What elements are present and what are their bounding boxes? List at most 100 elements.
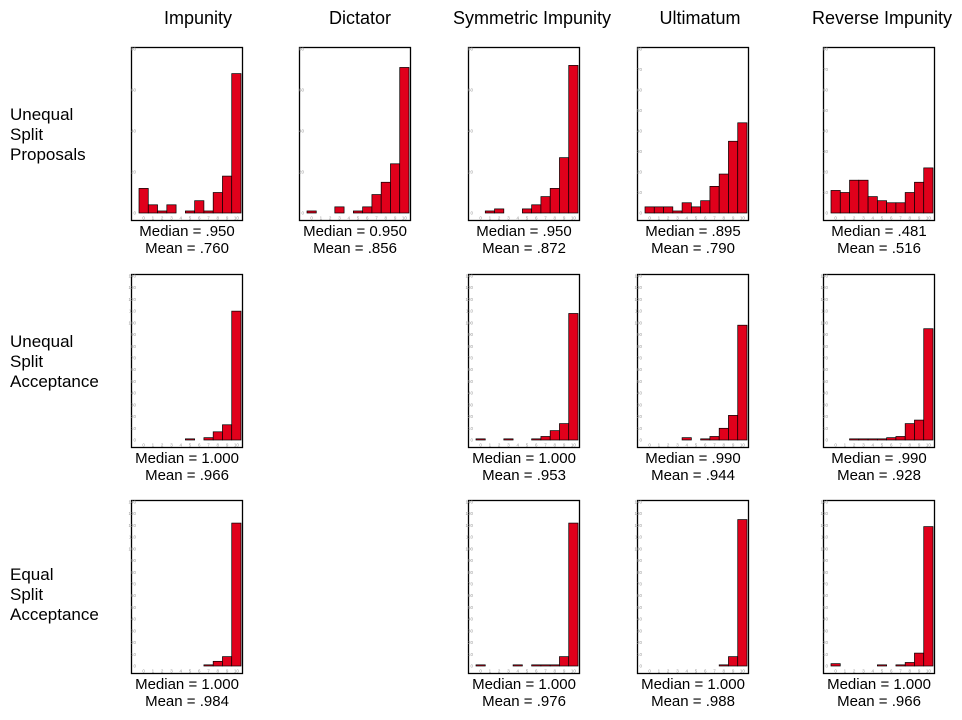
row-label-line: Split bbox=[10, 585, 44, 604]
y-tick-label: 20 bbox=[468, 414, 474, 419]
mean-label: Mean = .790 bbox=[651, 240, 735, 257]
y-tick-label: 30 bbox=[131, 402, 137, 407]
panel-stats: Median = .950 Mean = .760 bbox=[107, 223, 267, 257]
histogram-bar bbox=[904, 662, 915, 667]
histogram-bar bbox=[914, 419, 925, 441]
plot-frame bbox=[822, 499, 936, 675]
x-tick-label: 1 bbox=[152, 669, 155, 674]
x-tick-label: 2 bbox=[853, 443, 856, 448]
y-tick-label: 20 bbox=[823, 640, 829, 645]
y-tick-label: 0 bbox=[639, 438, 642, 443]
histogram-panel: 0 10 20 30 40 50 60 70 80 90 100 110 120 130 140 0 1 2 3 4 5… bbox=[820, 499, 936, 675]
y-tick-label: 70 bbox=[637, 356, 643, 361]
y-tick-label: 70 bbox=[637, 67, 643, 72]
y-tick-label: 70 bbox=[468, 356, 474, 361]
x-tick-label: 7 bbox=[207, 669, 210, 674]
x-tick-label: 7 bbox=[899, 669, 902, 674]
x-tick-label: 3 bbox=[862, 443, 865, 448]
y-tick-label: 0 bbox=[470, 664, 473, 669]
y-tick-label: 40 bbox=[131, 617, 137, 622]
row-label-0: Unequal Split Proposals bbox=[10, 105, 86, 165]
y-tick-label: 10 bbox=[131, 652, 137, 657]
panel-stats: Median = 1.000 Mean = .953 bbox=[444, 450, 604, 484]
histogram-bar bbox=[540, 196, 551, 214]
plot-frame bbox=[636, 46, 750, 222]
y-tick-label: 20 bbox=[131, 640, 137, 645]
y-tick-label: 130 bbox=[820, 511, 828, 516]
y-tick-label: 20 bbox=[299, 170, 305, 175]
y-tick-label: 10 bbox=[823, 652, 829, 657]
x-tick-label: 4 bbox=[347, 216, 350, 221]
y-tick-label: 60 bbox=[637, 367, 643, 372]
mean-label: Mean = .966 bbox=[837, 693, 921, 710]
x-tick-label: 0 bbox=[142, 216, 145, 221]
histogram-bar bbox=[494, 208, 505, 214]
histogram-bar bbox=[380, 181, 391, 214]
y-tick-label: 100 bbox=[820, 320, 828, 325]
y-tick-label: 80 bbox=[637, 344, 643, 349]
median-label: Median = 0.950 bbox=[303, 223, 407, 240]
mean-label: Mean = .760 bbox=[145, 240, 229, 257]
x-tick-label: 1 bbox=[658, 669, 661, 674]
row-label-2: Equal Split Acceptance bbox=[10, 565, 99, 625]
x-tick-label: 4 bbox=[179, 443, 182, 448]
histogram-bar bbox=[399, 67, 410, 214]
y-tick-label: 50 bbox=[468, 379, 474, 384]
x-tick-label: 5 bbox=[189, 669, 192, 674]
y-tick-label: 20 bbox=[637, 414, 643, 419]
y-tick-label: 120 bbox=[465, 523, 473, 528]
histogram-bar bbox=[691, 206, 701, 214]
x-tick-label: 9 bbox=[918, 443, 921, 448]
histogram-bar bbox=[849, 438, 860, 441]
x-tick-label: 7 bbox=[713, 216, 716, 221]
y-tick-label: 130 bbox=[634, 511, 642, 516]
x-tick-label: 9 bbox=[732, 216, 735, 221]
x-tick-label: 3 bbox=[507, 216, 510, 221]
histogram-bar bbox=[362, 206, 373, 214]
x-tick-label: 1 bbox=[320, 216, 323, 221]
y-tick-label: 70 bbox=[637, 582, 643, 587]
y-tick-label: 20 bbox=[637, 640, 643, 645]
y-tick-label: 70 bbox=[131, 582, 137, 587]
mean-label: Mean = .988 bbox=[651, 693, 735, 710]
y-tick-label: 140 bbox=[465, 274, 473, 279]
x-tick-label: 8 bbox=[723, 216, 726, 221]
y-tick-label: 50 bbox=[637, 108, 643, 113]
histogram-bar bbox=[858, 179, 869, 214]
x-tick-label: 5 bbox=[881, 669, 884, 674]
histogram-bar bbox=[568, 522, 579, 667]
histogram-bar bbox=[867, 438, 878, 441]
histogram-bar bbox=[512, 664, 523, 667]
histogram-bar bbox=[203, 210, 214, 214]
histogram-bar bbox=[531, 438, 542, 441]
y-tick-label: 70 bbox=[468, 582, 474, 587]
y-tick-label: 60 bbox=[637, 88, 643, 93]
x-tick-label: 10 bbox=[234, 443, 240, 448]
y-tick-label: 80 bbox=[468, 570, 474, 575]
median-label: Median = 1.000 bbox=[135, 450, 239, 467]
x-tick-label: 9 bbox=[732, 669, 735, 674]
y-tick-label: 120 bbox=[465, 297, 473, 302]
x-tick-label: 0 bbox=[834, 216, 837, 221]
histogram-bar bbox=[185, 210, 195, 214]
x-tick-label: 10 bbox=[234, 669, 240, 674]
y-tick-label: 140 bbox=[634, 500, 642, 505]
y-tick-label: 140 bbox=[128, 500, 136, 505]
x-tick-label: 7 bbox=[207, 443, 210, 448]
histogram-svg: 0 10 20 30 40 50 60 70 80 90 100 110 120 130 140 0 1 2 3 4 5… bbox=[465, 274, 581, 449]
x-tick-label: 2 bbox=[853, 216, 856, 221]
y-tick-label: 60 bbox=[823, 593, 829, 598]
y-tick-label: 0 bbox=[301, 211, 304, 216]
median-label: Median = 1.000 bbox=[827, 676, 931, 693]
y-tick-label: 140 bbox=[634, 274, 642, 279]
histogram-bar bbox=[568, 65, 579, 214]
row-label-line: Split bbox=[10, 125, 44, 144]
y-tick-label: 10 bbox=[468, 426, 474, 431]
histogram-bar bbox=[830, 190, 841, 214]
plot-frame bbox=[298, 46, 412, 222]
y-tick-label: 100 bbox=[634, 546, 642, 551]
histogram-bar bbox=[923, 328, 934, 441]
x-tick-label: 4 bbox=[871, 669, 874, 674]
x-tick-label: 7 bbox=[375, 216, 378, 221]
histogram-svg: 0 10 20 30 40 50 60 70 80 0 1 2 3 4 5 6 7 8 9 10 bbox=[822, 47, 936, 222]
